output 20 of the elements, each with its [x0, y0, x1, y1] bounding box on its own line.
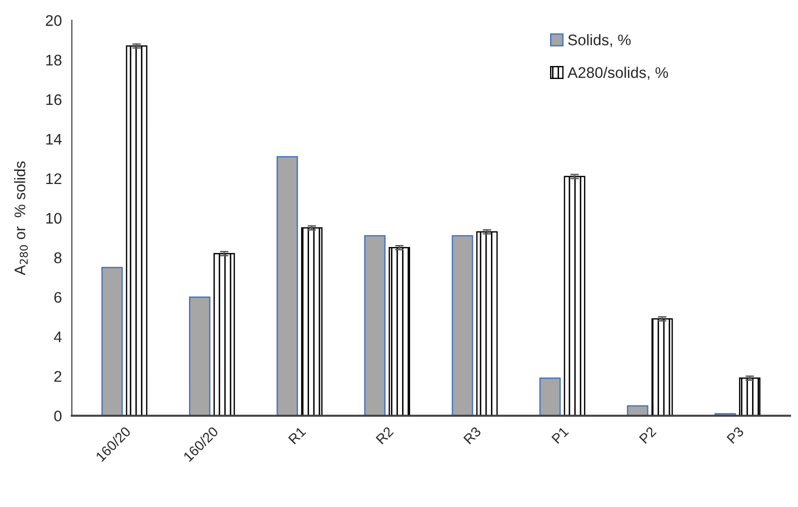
y-tick-label: 0 [54, 410, 62, 422]
x-tick-label: P2 [638, 426, 657, 444]
x-tick-label: P1 [551, 426, 569, 444]
legend-label: A280/solids, % [568, 66, 668, 80]
x-tick-label: R2 [376, 426, 394, 444]
y-axis-title: A$_{280}$ or % solids [14, 161, 28, 276]
y-tick-label: 4 [54, 332, 62, 342]
x-tick-label: R3 [463, 426, 482, 444]
y-tick-label: 16 [46, 94, 62, 106]
y-tick-label: 20 [46, 15, 62, 26]
legend-label: Solids, % [568, 34, 631, 48]
y-tick-label: 10 [46, 212, 62, 224]
x-tick-label: P3 [726, 426, 744, 444]
y-tick-label: 12 [46, 173, 62, 184]
y-tick-label: 8 [54, 252, 62, 264]
y-tick-label: 2 [54, 371, 62, 382]
y-tick-label: 6 [54, 292, 62, 303]
y-tick-label: 18 [46, 54, 62, 66]
y-tick-label: 14 [46, 134, 62, 144]
x-tick-label: R1 [288, 426, 306, 444]
